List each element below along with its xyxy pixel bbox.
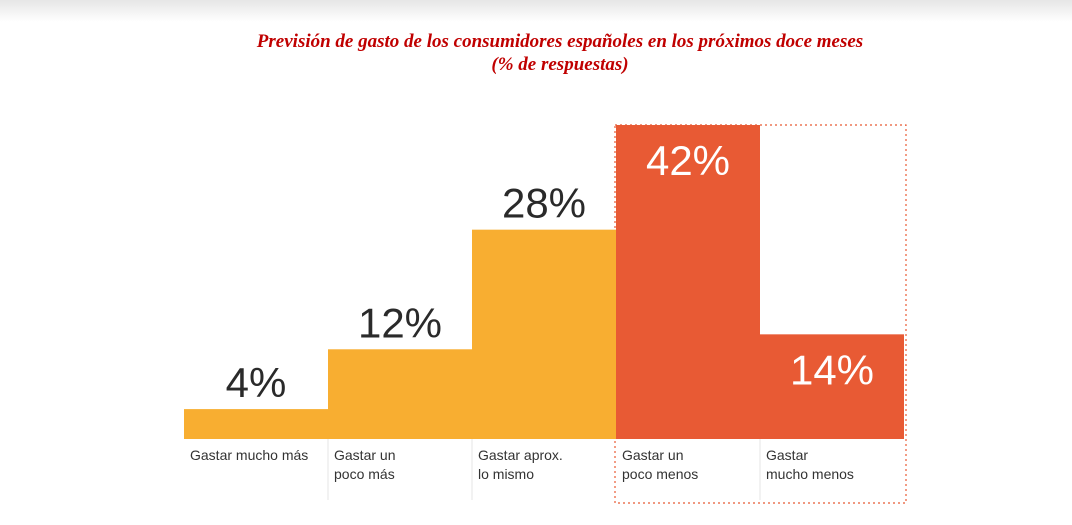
category-label: mucho menos — [766, 466, 854, 482]
bar-value-label: 4% — [226, 359, 287, 406]
bar-value-label: 12% — [358, 299, 442, 346]
category-label: poco menos — [622, 466, 698, 482]
category-label: Gastar aprox. — [478, 447, 563, 463]
chart-title-line2: (% de respuestas) — [491, 54, 629, 75]
category-label: lo mismo — [478, 466, 534, 482]
bar-value-label: 42% — [646, 137, 730, 184]
bar — [760, 334, 904, 439]
bar — [472, 229, 616, 439]
category-label: Gastar un — [334, 447, 395, 463]
category-label: Gastar — [766, 447, 808, 463]
bar — [184, 409, 328, 439]
chart-title: Previsión de gasto de los consumidores e… — [0, 30, 1072, 76]
highlight-frame — [614, 124, 907, 504]
category-label: poco más — [334, 466, 395, 482]
bar-value-label: 28% — [502, 180, 586, 227]
chart-title-line1: Previsión de gasto de los consumidores e… — [256, 31, 864, 52]
bar — [616, 125, 760, 439]
category-label: Gastar un — [622, 447, 683, 463]
bar — [328, 349, 472, 439]
bar-value-label: 14% — [790, 346, 874, 393]
category-label: Gastar mucho más — [190, 447, 308, 463]
top-fade — [0, 0, 1072, 22]
